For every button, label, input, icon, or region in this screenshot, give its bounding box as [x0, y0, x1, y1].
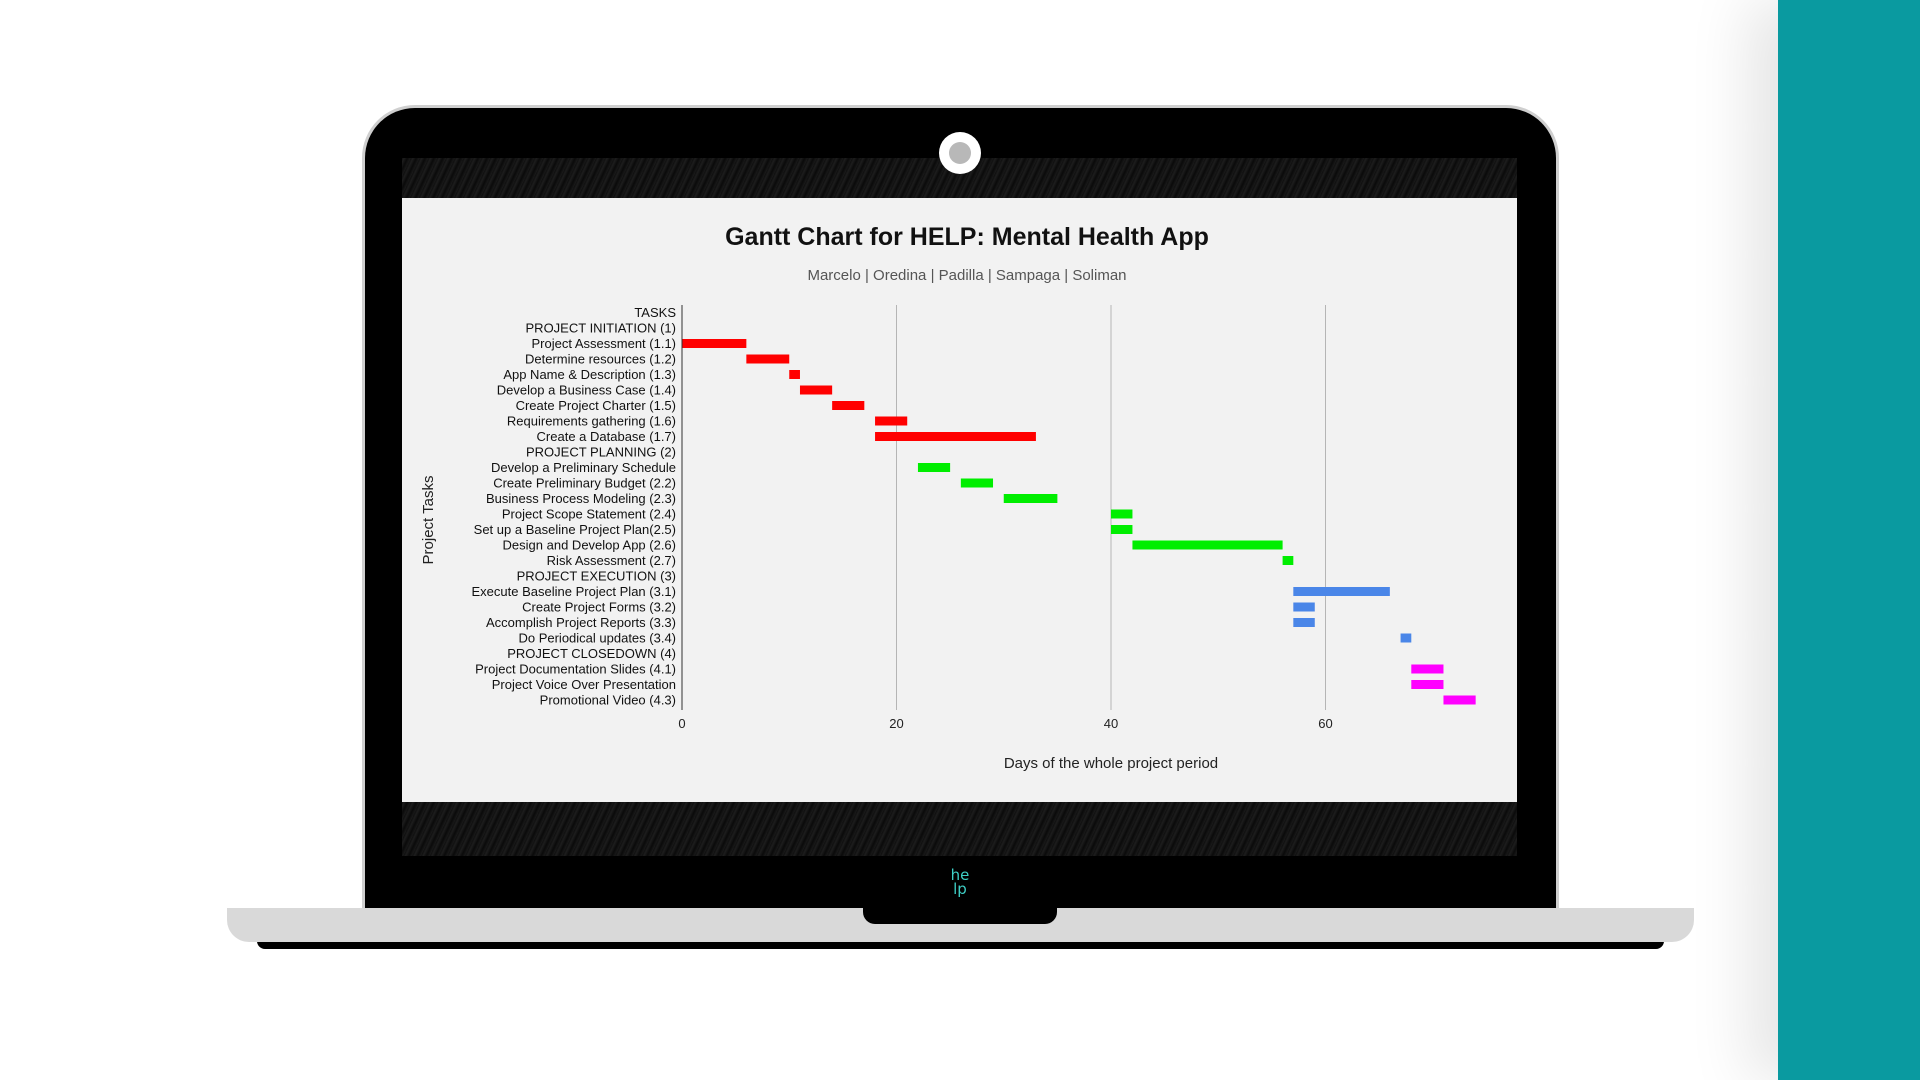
task-bar: [746, 354, 790, 364]
laptop-notch: [863, 908, 1057, 924]
task-label: PROJECT INITIATION (1): [526, 321, 676, 336]
task-bar: [875, 432, 1036, 441]
task-label: Promotional Video (4.3): [540, 693, 676, 708]
task-label: Create Project Forms (3.2): [522, 600, 676, 615]
chart-title: Gantt Chart for HELP: Mental Health App: [725, 223, 1209, 251]
task-label: Develop a Business Case (1.4): [497, 383, 676, 398]
task-bar: [799, 385, 833, 395]
task-label: Requirements gathering (1.6): [507, 414, 676, 429]
task-label: Create Preliminary Budget (2.2): [493, 476, 676, 491]
grid-lines: [896, 305, 1326, 710]
x-tick-label: 0: [678, 716, 685, 731]
x-tick-label: 20: [889, 716, 903, 731]
task-bar: [875, 416, 908, 426]
laptop-base-shadow: [257, 940, 1664, 949]
task-bar: [1443, 695, 1476, 705]
y-axis-label: Project Tasks: [420, 476, 437, 565]
task-label: Accomplish Project Reports (3.3): [486, 615, 676, 630]
task-label: TASKS: [634, 305, 676, 320]
task-label: Set up a Baseline Project Plan(2.5): [474, 522, 676, 537]
x-tick-label: 60: [1318, 716, 1332, 731]
task-bar: [917, 463, 951, 472]
task-label: Design and Develop App (2.6): [503, 538, 676, 553]
task-label: Develop a Preliminary Schedule: [491, 460, 676, 475]
task-bar: [1111, 525, 1133, 534]
x-tick-label: 40: [1104, 716, 1118, 731]
task-bar: [1293, 587, 1390, 596]
task-bar: [1411, 680, 1444, 689]
task-label: Create Project Charter (1.5): [516, 398, 676, 413]
bezel-bottom: [402, 802, 1517, 856]
task-bar: [1411, 664, 1444, 674]
task-label: PROJECT PLANNING (2): [526, 445, 676, 460]
task-label: Project Documentation Slides (4.1): [475, 662, 676, 677]
x-axis-label: Days of the whole project period: [1004, 755, 1218, 772]
task-bar: [1293, 602, 1315, 612]
task-bar: [832, 401, 865, 410]
gantt-chart: Gantt Chart for HELP: Mental Health App …: [420, 223, 1476, 772]
task-label: Create a Database (1.7): [537, 429, 676, 444]
task-label: Execute Baseline Project Plan (3.1): [472, 584, 677, 599]
task-label: Do Periodical updates (3.4): [518, 631, 676, 646]
task-bar: [1111, 509, 1133, 519]
task-label: Business Process Modeling (2.3): [486, 491, 676, 506]
help-logo: he lp: [950, 866, 970, 898]
task-label: PROJECT CLOSEDOWN (4): [507, 646, 676, 661]
task-label: Project Scope Statement (2.4): [502, 507, 676, 522]
task-bar: [1293, 618, 1315, 627]
task-bar: [1003, 494, 1058, 503]
task-bars: [682, 339, 1476, 705]
task-bar: [789, 370, 800, 379]
task-bar: [1132, 540, 1283, 550]
task-label: Project Voice Over Presentation: [492, 677, 676, 692]
task-label: PROJECT EXECUTION (3): [517, 569, 676, 584]
teal-side-band: [1778, 0, 1920, 1080]
task-bar: [1282, 556, 1294, 565]
chart-subtitle: Marcelo | Oredina | Padilla | Sampaga | …: [807, 267, 1126, 284]
task-label: Project Assessment (1.1): [532, 336, 677, 351]
task-bar: [960, 478, 994, 488]
laptop-screen: Gantt Chart for HELP: Mental Health App …: [402, 198, 1517, 802]
task-label: Risk Assessment (2.7): [547, 553, 676, 568]
task-label: Determine resources (1.2): [525, 352, 676, 367]
task-label: App Name & Description (1.3): [503, 367, 676, 382]
webcam-icon: [939, 132, 981, 174]
task-bar: [682, 339, 747, 348]
x-tick-labels: 0 20 40 60: [678, 716, 1332, 731]
task-bar: [1400, 633, 1412, 643]
